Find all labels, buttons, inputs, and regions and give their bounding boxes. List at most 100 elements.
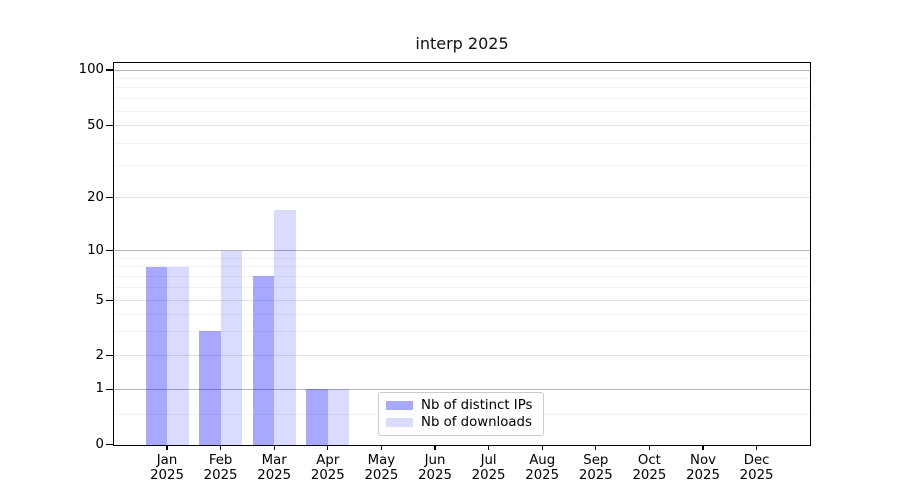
x-tick-month: Feb: [208, 452, 233, 468]
x-tick-year: 2025: [686, 468, 720, 483]
y-tick-label-1: 1: [95, 381, 104, 397]
gridline-minor-y4: [114, 313, 810, 315]
gridline-y100: [114, 69, 810, 71]
x-tick-month: Oct: [637, 452, 661, 468]
gridline-minor-y3: [114, 330, 810, 332]
x-tick-oct: [648, 445, 650, 450]
y-tick-label-50: 50: [87, 117, 104, 133]
x-tick-year: 2025: [203, 468, 238, 483]
legend-swatch-distinct-ips: [386, 400, 413, 411]
x-tick-month: Jan: [156, 452, 178, 468]
gridline-minor-y90: [114, 78, 810, 79]
plot-area: [113, 61, 811, 446]
bar-downloads-mar: [274, 210, 296, 445]
bar-downloads-feb: [220, 250, 243, 445]
gridline-y1: [114, 388, 810, 390]
gridline-minor-y7: [114, 275, 810, 277]
x-tick-year: 2025: [150, 468, 184, 483]
x-tick-year: 2025: [364, 468, 399, 483]
x-tick-label-oct: Oct 2025: [620, 453, 678, 484]
x-tick-jan: [166, 445, 168, 450]
legend-label-distinct-ips: Nb of distinct IPs: [421, 398, 533, 413]
gridline-minor-y8: [114, 266, 810, 268]
y-tick-100: [106, 69, 113, 71]
legend: Nb of distinct IPs Nb of downloads: [378, 392, 544, 436]
y-tick-1: [106, 388, 113, 390]
y-tick-label-100: 100: [78, 62, 104, 78]
gridline-minor-y6: [114, 287, 810, 289]
bar-distinct-ips-mar: [252, 276, 275, 445]
gridline-minor-y60: [114, 110, 810, 112]
x-tick-month: Nov: [690, 452, 716, 468]
x-tick-label-dec: Dec 2025: [728, 453, 786, 484]
x-tick-mar: [273, 445, 275, 450]
x-tick-year: 2025: [578, 468, 613, 483]
x-tick-label-jul: Jul 2025: [460, 453, 518, 484]
y-tick-label-20: 20: [87, 189, 104, 205]
legend-label-downloads: Nb of downloads: [421, 415, 532, 430]
gridline-y20: [114, 197, 810, 199]
x-tick-feb: [220, 445, 222, 450]
gridline-minor-y9: [114, 257, 810, 259]
x-tick-label-sep: Sep 2025: [567, 453, 625, 484]
y-tick-label-0: 0: [95, 436, 104, 452]
x-tick-label-mar: Mar 2025: [245, 453, 303, 484]
x-tick-label-nov: Nov 2025: [674, 453, 732, 484]
x-tick-year: 2025: [310, 468, 345, 483]
x-tick-month: Sep: [583, 452, 609, 468]
legend-swatch-downloads: [386, 417, 413, 428]
x-tick-label-feb: Feb 2025: [192, 453, 250, 484]
y-tick-label-5: 5: [95, 292, 104, 308]
y-tick-50: [106, 125, 113, 127]
bar-distinct-ips-apr: [306, 389, 328, 445]
y-tick-0: [106, 443, 113, 446]
y-tick-20: [106, 197, 113, 199]
x-tick-month: Apr: [316, 452, 340, 468]
x-tick-month: Dec: [743, 452, 770, 468]
x-tick-year: 2025: [739, 468, 774, 483]
bar-downloads-apr: [327, 389, 350, 445]
y-tick-label-2: 2: [95, 347, 104, 363]
gridline-minor-y40: [114, 142, 810, 144]
x-tick-label-aug: Aug 2025: [513, 453, 571, 484]
y-tick-label-10: 10: [87, 242, 104, 258]
y-tick-5: [106, 300, 113, 302]
x-tick-label-may: May 2025: [352, 453, 410, 484]
x-tick-sep: [595, 445, 597, 450]
x-tick-aug: [541, 445, 543, 450]
gridline-y5: [114, 300, 810, 302]
gridline-minor-y80: [114, 87, 810, 89]
x-tick-jun: [434, 445, 436, 450]
x-tick-may: [380, 445, 382, 450]
x-tick-label-apr: Apr 2025: [299, 453, 357, 484]
gridline-y2: [114, 355, 810, 357]
gridline-y50: [114, 125, 810, 127]
y-tick-10: [106, 250, 113, 252]
bar-distinct-ips-jan: [145, 266, 167, 445]
bar-distinct-ips-feb: [199, 331, 221, 445]
x-tick-jul: [488, 445, 490, 450]
x-tick-year: 2025: [418, 468, 452, 483]
legend-entry-downloads: Nb of downloads: [386, 415, 536, 431]
y-tick-2: [106, 355, 113, 357]
x-tick-year: 2025: [257, 468, 292, 483]
bar-downloads-jan: [167, 266, 189, 445]
x-tick-year: 2025: [525, 468, 560, 483]
x-tick-month: Jul: [480, 452, 497, 468]
gridline-minor-y70: [114, 98, 810, 100]
x-tick-year: 2025: [632, 468, 667, 483]
plot-inner: [114, 63, 810, 445]
x-tick-month: Aug: [529, 452, 556, 468]
x-tick-month: May: [367, 452, 396, 468]
x-tick-month: Mar: [261, 452, 287, 468]
x-tick-dec: [756, 445, 758, 450]
legend-entry-distinct-ips: Nb of distinct IPs: [386, 398, 536, 414]
x-tick-label-jan: Jan 2025: [138, 453, 196, 484]
gridline-y10: [114, 250, 810, 252]
x-tick-year: 2025: [471, 468, 506, 483]
x-tick-label-jun: Jun 2025: [406, 453, 464, 484]
gridline-minor-y30: [114, 165, 810, 167]
x-tick-apr: [327, 445, 329, 450]
x-tick-month: Jun: [424, 452, 446, 468]
